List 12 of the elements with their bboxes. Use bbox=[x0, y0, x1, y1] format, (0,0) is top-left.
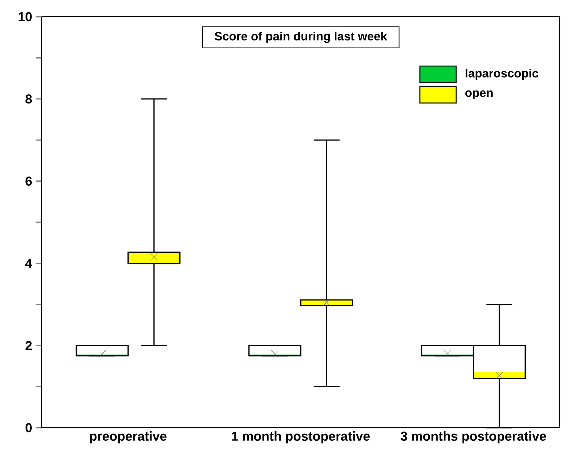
y-tick-label: 2 bbox=[26, 341, 32, 350]
x-tick-label: preoperative bbox=[90, 432, 167, 444]
y-tick-label: 4 bbox=[26, 259, 32, 268]
legend-label: open bbox=[466, 90, 493, 100]
y-tick-label: 0 bbox=[26, 423, 32, 433]
legend-label: laparoscopic bbox=[466, 68, 539, 80]
y-tick-label: 6 bbox=[26, 176, 32, 186]
text: Score of pain during last week bbox=[214, 32, 388, 44]
x-tick-label: 3 months postoperative bbox=[400, 432, 546, 444]
x-tick-label: 1 month postoperative bbox=[232, 432, 370, 444]
y-tick-label: 10 bbox=[18, 12, 32, 22]
y-tick-label: 8 bbox=[26, 94, 32, 104]
